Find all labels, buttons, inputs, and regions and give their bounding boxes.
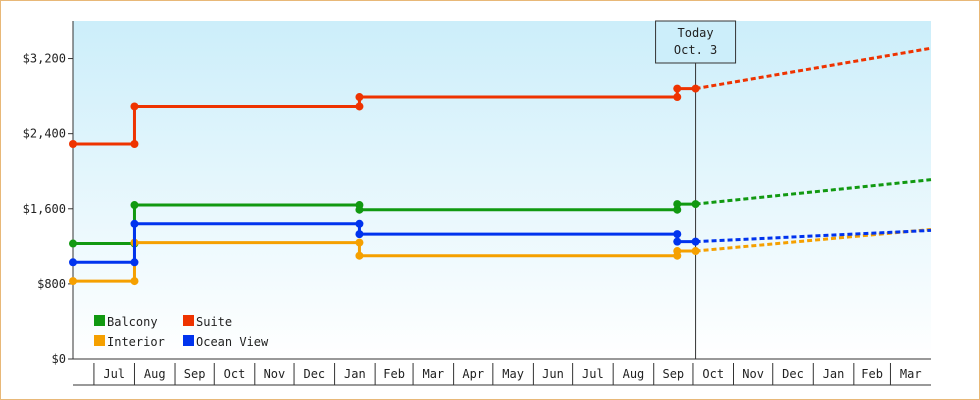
- x-tick-label: May: [502, 367, 524, 381]
- plot-background: [73, 21, 931, 359]
- x-tick-label: Feb: [383, 367, 405, 381]
- y-tick-label: $0: [52, 352, 66, 366]
- data-point: [69, 239, 77, 248]
- x-tick-label: Mar: [422, 367, 444, 381]
- series-ocean-view: [69, 219, 932, 267]
- legend-swatch: [183, 335, 194, 346]
- series-suite: [69, 46, 932, 148]
- y-tick-label: $2,400: [23, 127, 66, 141]
- data-point: [130, 102, 139, 111]
- legend-swatch: [183, 315, 194, 326]
- data-point: [691, 200, 700, 209]
- y-tick-label: $1,600: [23, 202, 66, 216]
- data-point: [69, 139, 77, 148]
- x-tick-label: Sep: [662, 367, 684, 381]
- forecast-line: [695, 228, 932, 244]
- data-point: [673, 247, 682, 256]
- x-axis: Jul Aug Sep Oct Nov Dec Jan Feb Mar Apr May Jun Jul A…: [73, 358, 931, 386]
- data-point: [691, 84, 700, 93]
- data-point: [355, 219, 364, 228]
- x-tick-label: Jan: [823, 367, 845, 381]
- x-tick-label: Sep: [184, 367, 206, 381]
- x-tick-label: Aug: [144, 367, 166, 381]
- x-tick-label: Dec: [782, 367, 804, 381]
- x-tick-label: Jul: [582, 367, 604, 381]
- data-point: [130, 277, 139, 286]
- data-point: [691, 237, 700, 246]
- data-point: [355, 102, 364, 111]
- data-point: [69, 277, 77, 286]
- legend-label: Ocean View: [196, 335, 269, 349]
- x-tick-label: Mar: [900, 367, 922, 381]
- legend-label: Suite: [196, 315, 232, 329]
- x-tick-label: Apr: [462, 367, 484, 381]
- data-point: [355, 205, 364, 214]
- data-point: [673, 84, 682, 93]
- legend-swatch: [94, 315, 105, 326]
- data-point: [130, 201, 139, 210]
- legend-label: Interior: [107, 335, 165, 349]
- data-point: [130, 219, 139, 228]
- data-point: [130, 139, 139, 148]
- today-box: [655, 20, 737, 64]
- data-point: [355, 251, 364, 260]
- x-tick-label: Jan: [344, 367, 366, 381]
- x-tick-label: Jun: [542, 367, 564, 381]
- x-tick-label: Nov: [264, 367, 286, 381]
- data-point: [355, 238, 364, 247]
- x-tick-label: Jul: [103, 367, 125, 381]
- x-tick-label: Feb: [861, 367, 883, 381]
- series-interior: [69, 227, 932, 286]
- data-point: [69, 258, 77, 267]
- y-tick-label: $800: [37, 277, 66, 291]
- data-point: [673, 205, 682, 214]
- today-date-label: Oct. 3: [674, 43, 717, 57]
- x-tick-label: Aug: [623, 367, 645, 381]
- x-tick-label: Oct: [224, 367, 246, 381]
- data-point: [355, 93, 364, 102]
- x-tick-label: Dec: [303, 367, 325, 381]
- x-tick-label: Nov: [742, 367, 764, 381]
- data-point: [355, 230, 364, 239]
- legend-swatch: [94, 335, 105, 346]
- data-point: [691, 247, 700, 256]
- data-point: [130, 258, 139, 267]
- y-tick-label: $3,200: [23, 52, 66, 66]
- legend-label: Balcony: [107, 315, 158, 329]
- data-point: [673, 237, 682, 246]
- today-label: Today: [678, 26, 714, 40]
- legend: Balcony Suite Interior Ocean View: [94, 315, 269, 349]
- data-point: [673, 93, 682, 102]
- data-point: [673, 200, 682, 209]
- series-layer: [69, 46, 932, 286]
- y-axis: $0 $800 $1,600 $2,400 $3,200: [23, 21, 74, 366]
- today-marker: Today Oct. 3: [655, 20, 737, 359]
- data-point: [673, 230, 682, 239]
- x-tick-label: Oct: [702, 367, 724, 381]
